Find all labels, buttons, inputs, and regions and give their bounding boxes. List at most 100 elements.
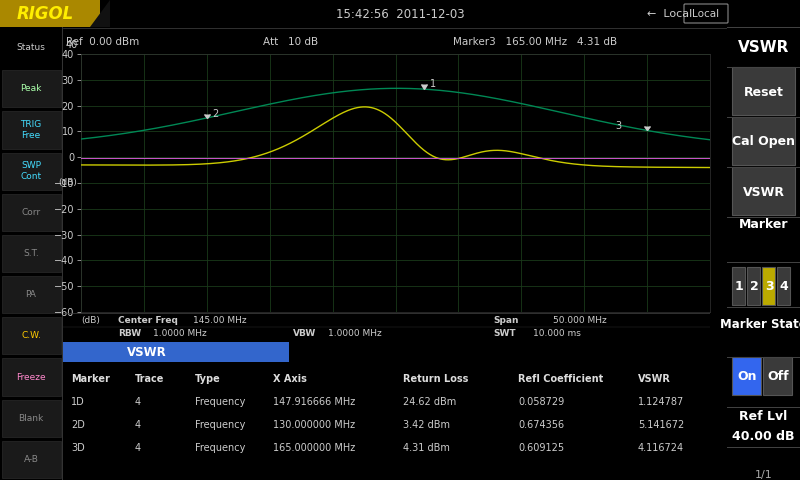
Text: VSWR: VSWR bbox=[127, 346, 167, 359]
Text: A-B: A-B bbox=[23, 455, 38, 464]
Bar bbox=[2, 111, 61, 148]
Text: 0.058729: 0.058729 bbox=[518, 397, 564, 407]
Text: 1.124787: 1.124787 bbox=[638, 397, 684, 407]
Text: Corr: Corr bbox=[22, 208, 41, 217]
Text: (dB): (dB) bbox=[58, 179, 78, 188]
Text: SWP
Cont: SWP Cont bbox=[21, 161, 42, 181]
Text: Blank: Blank bbox=[18, 414, 44, 423]
Text: SWT: SWT bbox=[493, 329, 516, 338]
Text: Cal Open: Cal Open bbox=[732, 135, 795, 148]
Bar bbox=[732, 357, 761, 395]
Text: 147.916666 MHz: 147.916666 MHz bbox=[273, 397, 355, 407]
Text: (dB): (dB) bbox=[81, 316, 100, 325]
Text: PA: PA bbox=[26, 290, 37, 299]
Bar bbox=[2, 400, 61, 437]
Text: 1.0000 MHz: 1.0000 MHz bbox=[328, 329, 382, 338]
Text: 4.116724: 4.116724 bbox=[638, 443, 684, 453]
Bar bbox=[2, 153, 61, 190]
Text: Center Freq: Center Freq bbox=[118, 316, 178, 325]
Text: 4: 4 bbox=[780, 279, 788, 292]
Text: Ref Lvl: Ref Lvl bbox=[739, 410, 788, 423]
Text: Type: Type bbox=[195, 374, 221, 384]
Text: VSWR: VSWR bbox=[742, 185, 785, 199]
Text: VBW: VBW bbox=[293, 329, 316, 338]
Bar bbox=[63, 342, 290, 362]
Text: 3: 3 bbox=[765, 279, 774, 292]
Bar bbox=[2, 235, 61, 272]
Text: 40.00 dB: 40.00 dB bbox=[732, 431, 794, 444]
Text: 15:42:56  2011-12-03: 15:42:56 2011-12-03 bbox=[336, 8, 464, 21]
Text: Frequency: Frequency bbox=[195, 397, 246, 407]
Text: On: On bbox=[738, 370, 757, 383]
Text: 145.00 MHz: 145.00 MHz bbox=[193, 316, 246, 325]
Text: 2: 2 bbox=[212, 108, 218, 119]
Text: 40: 40 bbox=[66, 40, 78, 50]
Bar bbox=[2, 359, 61, 396]
Text: Att   10 dB: Att 10 dB bbox=[263, 37, 318, 47]
Text: Frequency: Frequency bbox=[195, 443, 246, 453]
Text: Marker3   165.00 MHz   4.31 dB: Marker3 165.00 MHz 4.31 dB bbox=[453, 37, 617, 47]
Text: 1: 1 bbox=[734, 279, 743, 292]
Bar bbox=[2, 70, 61, 108]
Text: Off: Off bbox=[767, 370, 789, 383]
Bar bbox=[777, 267, 790, 305]
Text: 4: 4 bbox=[135, 443, 141, 453]
Text: 165.000000 MHz: 165.000000 MHz bbox=[273, 443, 355, 453]
Text: 3.42 dBm: 3.42 dBm bbox=[403, 420, 450, 430]
Text: Span: Span bbox=[493, 316, 518, 325]
Text: Ref  0.00 dBm: Ref 0.00 dBm bbox=[66, 37, 139, 47]
Text: 4: 4 bbox=[135, 420, 141, 430]
Text: Peak: Peak bbox=[20, 84, 42, 93]
Text: ←  Local: ← Local bbox=[647, 9, 693, 19]
Text: RIGOL: RIGOL bbox=[16, 5, 74, 23]
Text: X Axis: X Axis bbox=[273, 374, 307, 384]
Text: S.T.: S.T. bbox=[23, 249, 39, 258]
Text: VSWR: VSWR bbox=[738, 39, 789, 55]
Text: 2D: 2D bbox=[71, 420, 85, 430]
Text: 4.31 dBm: 4.31 dBm bbox=[403, 443, 450, 453]
Text: 3: 3 bbox=[616, 121, 622, 131]
Bar bbox=[732, 267, 745, 305]
Text: 2: 2 bbox=[750, 279, 758, 292]
Text: 5.141672: 5.141672 bbox=[638, 420, 684, 430]
Text: Trace: Trace bbox=[135, 374, 164, 384]
Text: 1D: 1D bbox=[71, 397, 85, 407]
Bar bbox=[2, 441, 61, 478]
Polygon shape bbox=[90, 0, 110, 27]
Bar bbox=[2, 194, 61, 231]
Text: 4: 4 bbox=[135, 397, 141, 407]
Text: Frequency: Frequency bbox=[195, 420, 246, 430]
Text: VSWR: VSWR bbox=[638, 374, 671, 384]
Text: Local: Local bbox=[693, 9, 719, 19]
Text: 0.609125: 0.609125 bbox=[518, 443, 564, 453]
Text: 3D: 3D bbox=[71, 443, 85, 453]
Bar bbox=[762, 267, 775, 305]
Text: C.W.: C.W. bbox=[21, 331, 41, 340]
Text: Reset: Reset bbox=[743, 85, 783, 98]
Bar bbox=[732, 167, 795, 215]
Bar bbox=[747, 267, 760, 305]
Text: Status: Status bbox=[17, 43, 46, 52]
Text: 130.000000 MHz: 130.000000 MHz bbox=[273, 420, 355, 430]
Bar bbox=[732, 67, 795, 115]
Bar bbox=[732, 117, 795, 165]
Text: RBW: RBW bbox=[118, 329, 141, 338]
Bar bbox=[2, 317, 61, 354]
Text: 1: 1 bbox=[430, 79, 435, 89]
Text: Marker State: Marker State bbox=[720, 319, 800, 332]
Text: 0.674356: 0.674356 bbox=[518, 420, 564, 430]
Bar bbox=[763, 357, 792, 395]
Text: TRIG
Free: TRIG Free bbox=[20, 120, 42, 140]
Text: 10.000 ms: 10.000 ms bbox=[533, 329, 581, 338]
Text: 50.000 MHz: 50.000 MHz bbox=[553, 316, 606, 325]
Text: 24.62 dBm: 24.62 dBm bbox=[403, 397, 456, 407]
Text: Marker: Marker bbox=[738, 218, 788, 231]
Text: Marker: Marker bbox=[71, 374, 110, 384]
Text: 1.0000 MHz: 1.0000 MHz bbox=[153, 329, 206, 338]
Bar bbox=[0, 0, 100, 27]
Text: Return Loss: Return Loss bbox=[403, 374, 468, 384]
Text: Freeze: Freeze bbox=[16, 372, 46, 382]
Bar bbox=[2, 276, 61, 313]
Text: 1/1: 1/1 bbox=[754, 470, 772, 480]
Text: Refl Coefficient: Refl Coefficient bbox=[518, 374, 603, 384]
